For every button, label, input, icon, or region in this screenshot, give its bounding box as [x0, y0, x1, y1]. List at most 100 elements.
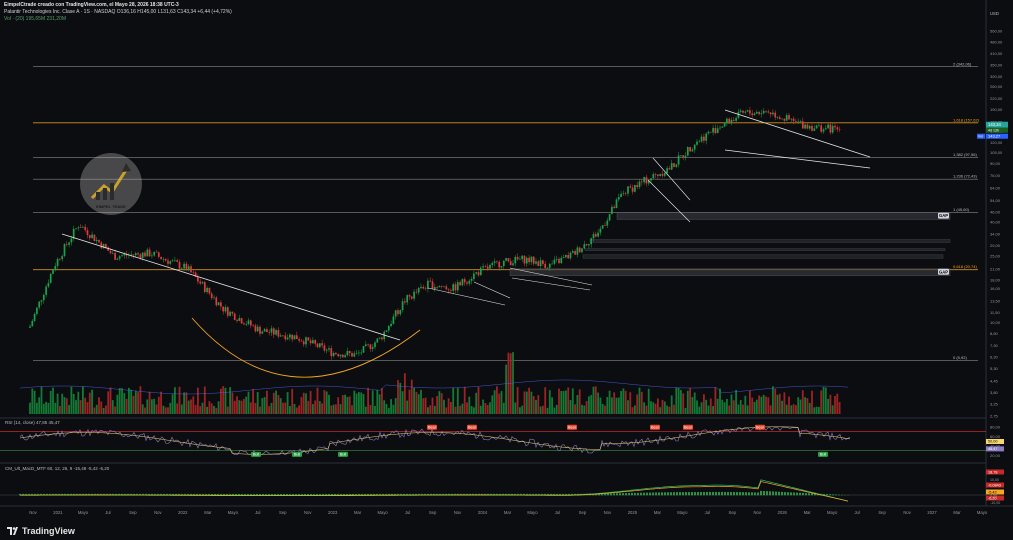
macd-histogram-bar — [355, 493, 357, 496]
gap-boxes[interactable]: GAP GAP — [509, 212, 951, 276]
volume-bar — [590, 395, 593, 414]
price-tick: 3,25 — [990, 401, 999, 406]
candle-body — [360, 352, 363, 354]
symbol-line[interactable]: Palantir Technologies Inc. Clase A · 1S … — [4, 9, 232, 15]
candle-body — [217, 302, 220, 306]
volume-bar — [588, 396, 590, 414]
candle-body — [47, 282, 50, 287]
volume-bar — [491, 395, 494, 414]
volume-bar — [316, 387, 319, 414]
candle-body — [466, 282, 468, 284]
macd-histogram-bar — [259, 493, 261, 496]
volume-bar — [581, 404, 583, 414]
candle-body — [507, 258, 510, 262]
volume-bar — [463, 386, 466, 414]
candle-body — [473, 273, 475, 279]
candle-body — [144, 252, 146, 257]
price-tick: 3,80 — [990, 390, 999, 395]
volume-bar — [680, 390, 682, 414]
candle-body — [484, 266, 487, 267]
volume-bar — [696, 400, 698, 414]
candle-body — [585, 244, 588, 246]
candle-body — [801, 121, 804, 129]
volume-bar — [309, 391, 312, 414]
time-tick: Mayo — [677, 510, 688, 515]
price-axis[interactable]: USD 560,00 480,00 410,00 350,00 300,00 260,00 2… — [977, 11, 1008, 505]
candle-body — [199, 281, 202, 284]
macd-histogram-bar — [613, 493, 615, 496]
time-tick: 2021 — [53, 510, 63, 515]
candle-body — [477, 272, 480, 276]
time-tick: Jul — [555, 510, 560, 515]
macd-histogram-bar — [331, 493, 333, 496]
volume-bar — [162, 405, 165, 414]
volume-bar — [31, 388, 34, 414]
macd-tag-text: 18,78 — [988, 470, 998, 474]
rsi-bear-tag — [567, 424, 577, 430]
candle-body — [169, 261, 172, 264]
candle-body — [670, 163, 673, 170]
time-tick: Nov — [604, 510, 612, 515]
candle-body — [762, 110, 765, 114]
ma-tag — [986, 133, 1008, 139]
time-axis[interactable]: Nov 2021 Mayo Jul Sep Nov 2022 Mar Mayo Jul Sep Nov… — [29, 510, 988, 515]
volume-bar — [700, 402, 703, 414]
macd-histogram-bar — [706, 491, 708, 496]
volume-bar — [298, 405, 300, 414]
volume-bar — [390, 399, 392, 414]
volume-bar — [36, 402, 38, 414]
candle-body — [176, 260, 179, 262]
candle-body — [739, 110, 742, 112]
macd-histogram-bar — [241, 493, 243, 496]
macd-histogram-bar — [268, 493, 270, 496]
rsi-line — [19, 427, 851, 455]
volume-bar — [284, 402, 287, 414]
volume-bar — [137, 392, 139, 414]
fibonacci-levels[interactable]: 2 (342,06) 1,618 (157,62) 1,382 (97,56) 1,2… — [33, 61, 980, 361]
volume-bar — [47, 402, 50, 414]
macd-histogram-bar — [721, 491, 723, 496]
macd-histogram-bar — [301, 493, 303, 496]
candle-body — [190, 266, 192, 273]
volume-bar — [530, 391, 533, 414]
macd-histogram-bar — [346, 493, 348, 496]
volume-bar — [29, 402, 31, 414]
currency-label: USD — [990, 11, 999, 16]
candle-body — [171, 260, 174, 262]
fib-label: 0,618 (20,74) — [953, 264, 977, 269]
candle-body — [226, 307, 229, 316]
candle-body — [831, 125, 834, 133]
volume-bar — [804, 397, 806, 414]
volume-bar — [268, 406, 271, 414]
volume-bar — [461, 403, 464, 414]
candle-body — [482, 266, 484, 268]
rsi-bear-label: Bear — [428, 426, 437, 430]
candle-body — [332, 352, 335, 357]
candle-body — [555, 258, 558, 260]
candle-body — [447, 289, 450, 291]
candle-body — [123, 253, 126, 256]
volume-bar — [525, 391, 528, 414]
macd-tick: 10,00 — [990, 478, 999, 482]
volume-bar — [314, 400, 317, 414]
gap-box — [589, 239, 951, 243]
drawings[interactable] — [61, 109, 871, 378]
volume-bar — [500, 391, 503, 414]
volume-bar — [348, 396, 351, 414]
volume-bar — [470, 406, 473, 414]
macd-histogram-bar — [190, 493, 192, 496]
volume-bar — [801, 390, 804, 414]
macd-histogram-bar — [703, 491, 705, 496]
macd-histogram-bar — [610, 493, 612, 496]
macd-histogram-bar — [658, 492, 660, 496]
rsi-bull-tag — [338, 451, 348, 457]
candle-body — [539, 260, 542, 267]
price-tick: 11,50 — [990, 310, 1000, 315]
candle-body — [721, 126, 724, 128]
volume-bar — [544, 387, 547, 414]
volume-line[interactable]: Vol · (20) 195,65M 231,20M — [4, 16, 66, 22]
candle-body — [249, 320, 252, 326]
candle-body — [157, 252, 160, 257]
macd-histogram-bar — [598, 493, 600, 496]
